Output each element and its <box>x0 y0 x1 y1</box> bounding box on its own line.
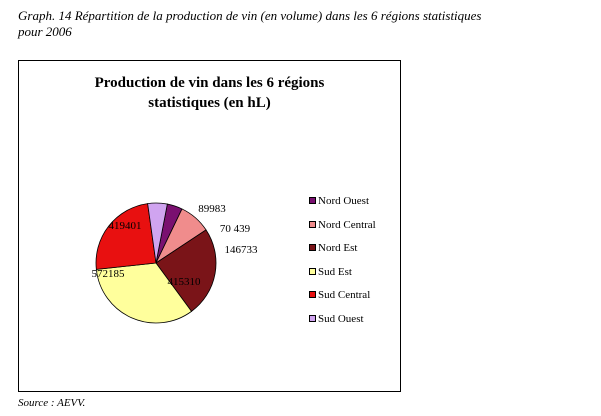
legend-swatch <box>309 291 316 299</box>
data-label-sud-ouest: 89983 <box>198 203 226 215</box>
pie-slice-sud-central <box>95 203 157 270</box>
data-label-nord-est: 415310 <box>168 276 202 288</box>
legend-label: Sud Central <box>318 289 371 302</box>
legend-item-nord-est: Nord Est <box>309 242 404 266</box>
data-label-nord-central: 146733 <box>225 244 259 256</box>
data-label-nord-ouest: 70 439 <box>220 223 251 235</box>
legend-label: Nord Est <box>318 242 358 255</box>
caption-line-1: Graph. 14 Répartition de la production d… <box>18 8 482 23</box>
data-label-sud-central: 419401 <box>109 220 142 232</box>
chart-legend: Nord Ouest Nord Central Nord Est Sud Est Sud… <box>309 195 404 337</box>
legend-label: Nord Ouest <box>318 195 370 207</box>
legend-label: Sud Ouest <box>318 312 364 325</box>
legend-swatch <box>309 267 316 275</box>
legend-label: Sud Est <box>318 265 352 278</box>
caption-line-2: pour 2006 <box>18 24 72 39</box>
chart-area: Production de vin dans les 6 régions sta… <box>18 60 401 392</box>
chart-title-line-1: Production de vin dans les 6 régions <box>94 75 325 91</box>
source-note: Source : AEVV. <box>18 397 86 409</box>
legend-swatch <box>309 244 316 252</box>
legend-swatch <box>309 314 316 322</box>
pie-slice-nord-est <box>155 229 217 312</box>
chart-title: Production de vin dans les 6 régions sta… <box>19 73 400 113</box>
legend-item-sud-est: Sud Est <box>309 266 404 290</box>
legend-swatch <box>309 220 316 228</box>
data-label-sud-est: 572185 <box>92 268 126 280</box>
figure-caption: Graph. 14 Répartition de la production d… <box>18 8 593 40</box>
pie-slice-sud-est <box>95 262 193 324</box>
legend-item-nord-central: Nord Central <box>309 219 404 243</box>
pie-chart: 70 439 146733 415310 572185 419401 89983 <box>92 202 259 324</box>
legend-label: Nord Central <box>318 218 376 231</box>
legend-item-nord-ouest: Nord Ouest <box>309 195 404 219</box>
legend-swatch <box>309 197 316 204</box>
legend-item-sud-central: Sud Central <box>309 289 404 313</box>
chart-title-line-2: statistiques (en hL) <box>148 95 271 111</box>
pie-slice-sud-ouest <box>147 202 168 264</box>
legend-item-sud-ouest: Sud Ouest <box>309 313 404 337</box>
